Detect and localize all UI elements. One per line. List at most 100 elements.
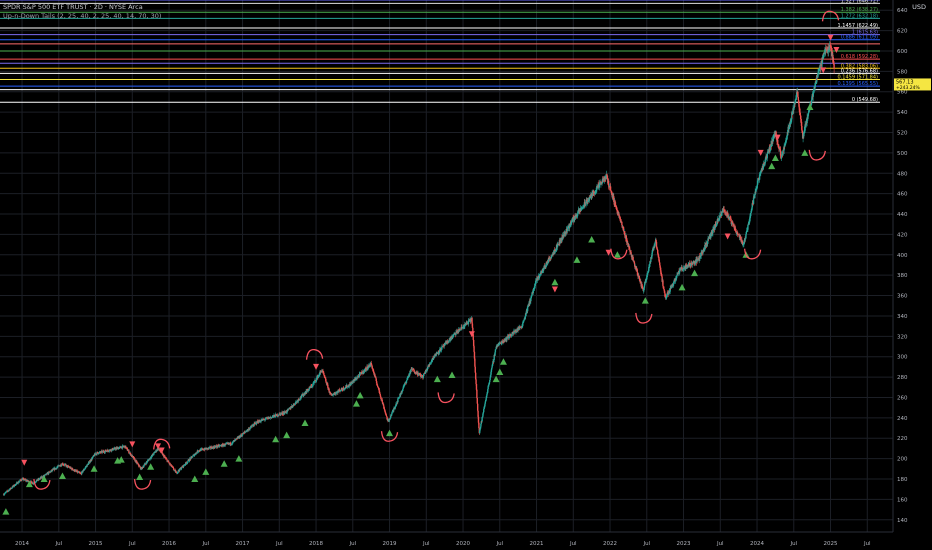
candle-body [714,224,717,227]
price-axis[interactable]: 140 160 180 200 220 240 260 280 300 320 340 360 380 4… [892,0,932,550]
candle-body [509,334,512,336]
candle-body [415,371,418,374]
indicator-legend[interactable]: Up-n-Down Tails (2, 25, 40, 2, 25, 40, 1… [3,12,162,20]
candle-body [84,467,87,469]
candle-body [259,421,261,422]
candle-body [735,232,738,234]
candle-body [722,210,724,212]
candle-body [19,479,22,481]
candle-body [810,104,812,106]
currency-label[interactable]: USD [912,3,926,11]
candle-body [467,320,470,325]
candle-body [523,319,525,322]
candle-body [800,118,802,122]
candle-body [332,394,334,395]
up-signal-marker [2,508,10,515]
candle-body [559,241,561,244]
candle-body [64,464,67,466]
time-tick-label: 2014 [15,541,29,547]
candle-body [298,398,300,400]
candle-body [797,91,799,97]
candle-body [694,260,697,264]
candle-body [531,292,533,296]
candle-body [447,341,450,343]
candle-body [180,468,182,470]
candle-body [104,451,106,453]
candle-body [780,157,783,158]
candle-body [610,190,612,191]
candle-body [759,172,762,174]
candle-body [146,462,148,463]
candle-body [473,346,475,352]
up-signal-marker [551,278,559,286]
candle-body [452,334,454,337]
time-tick-label: 2018 [309,541,323,547]
symbol-title[interactable]: SPDR S&P 500 ETF TRUST · 2D · NYSE Arca [3,3,143,11]
candle-body [422,375,425,378]
candle-body [265,417,267,420]
candle-body [822,55,824,59]
candle-body [806,117,808,124]
candle-body [470,319,472,322]
candle-body [92,455,95,457]
candle-body [287,409,289,411]
candle-body [199,450,201,452]
candle-body [760,170,762,172]
candle-body [162,453,164,456]
up-signal-marker [58,472,66,479]
candle-body [737,234,739,235]
time-tick-label: 2015 [89,541,103,547]
candle-body [398,397,401,398]
candle-body [743,241,745,244]
candle-body [725,212,727,215]
candle-body [375,377,377,379]
candle-body [830,46,832,49]
candle-body [309,386,311,388]
down-signal-marker [820,67,827,74]
candle-body [238,436,240,438]
candle-body [221,444,224,447]
candle-body [3,494,5,496]
candle-body [674,280,676,282]
candle-body [750,211,752,214]
candle-body [434,353,437,356]
candle-body [230,444,233,445]
candle-body [646,273,648,278]
candle-body [721,210,723,213]
candle-body [408,373,411,376]
candle-body [710,232,712,238]
candle-body [475,383,478,390]
candle-body [766,153,768,159]
candle-body [194,453,197,455]
candle-body [600,182,603,183]
tail-arc [808,149,826,161]
candle-body [338,389,341,391]
candle-body [198,450,201,451]
candle-body [623,231,626,236]
candle-body [428,364,431,366]
candle-body [276,415,279,417]
candle-body [532,288,535,291]
candle-body [810,100,813,105]
candle-body [690,262,693,265]
candle-body [478,422,480,429]
candle-body [313,382,315,384]
up-signal-marker [613,251,621,258]
candle-body [735,230,737,232]
fib-level-label: 0.1459 (571.84) [838,74,879,80]
candle-body [365,368,367,371]
candle-body [731,221,734,224]
candle-body [772,136,775,138]
candle-body [440,349,442,351]
candle-body [493,354,495,360]
candle-body [438,351,441,353]
time-axis[interactable]: 2014 Jul 2015 Jul 2016 Jul 2017 Jul 2018 Jul 2019 J… [0,531,932,550]
candle-body [133,457,135,459]
candle-body [677,273,679,275]
candle-body [303,394,305,396]
candle-body [178,468,181,471]
candle-body [20,480,23,482]
candle-body [694,263,696,264]
candle-body [665,296,668,298]
